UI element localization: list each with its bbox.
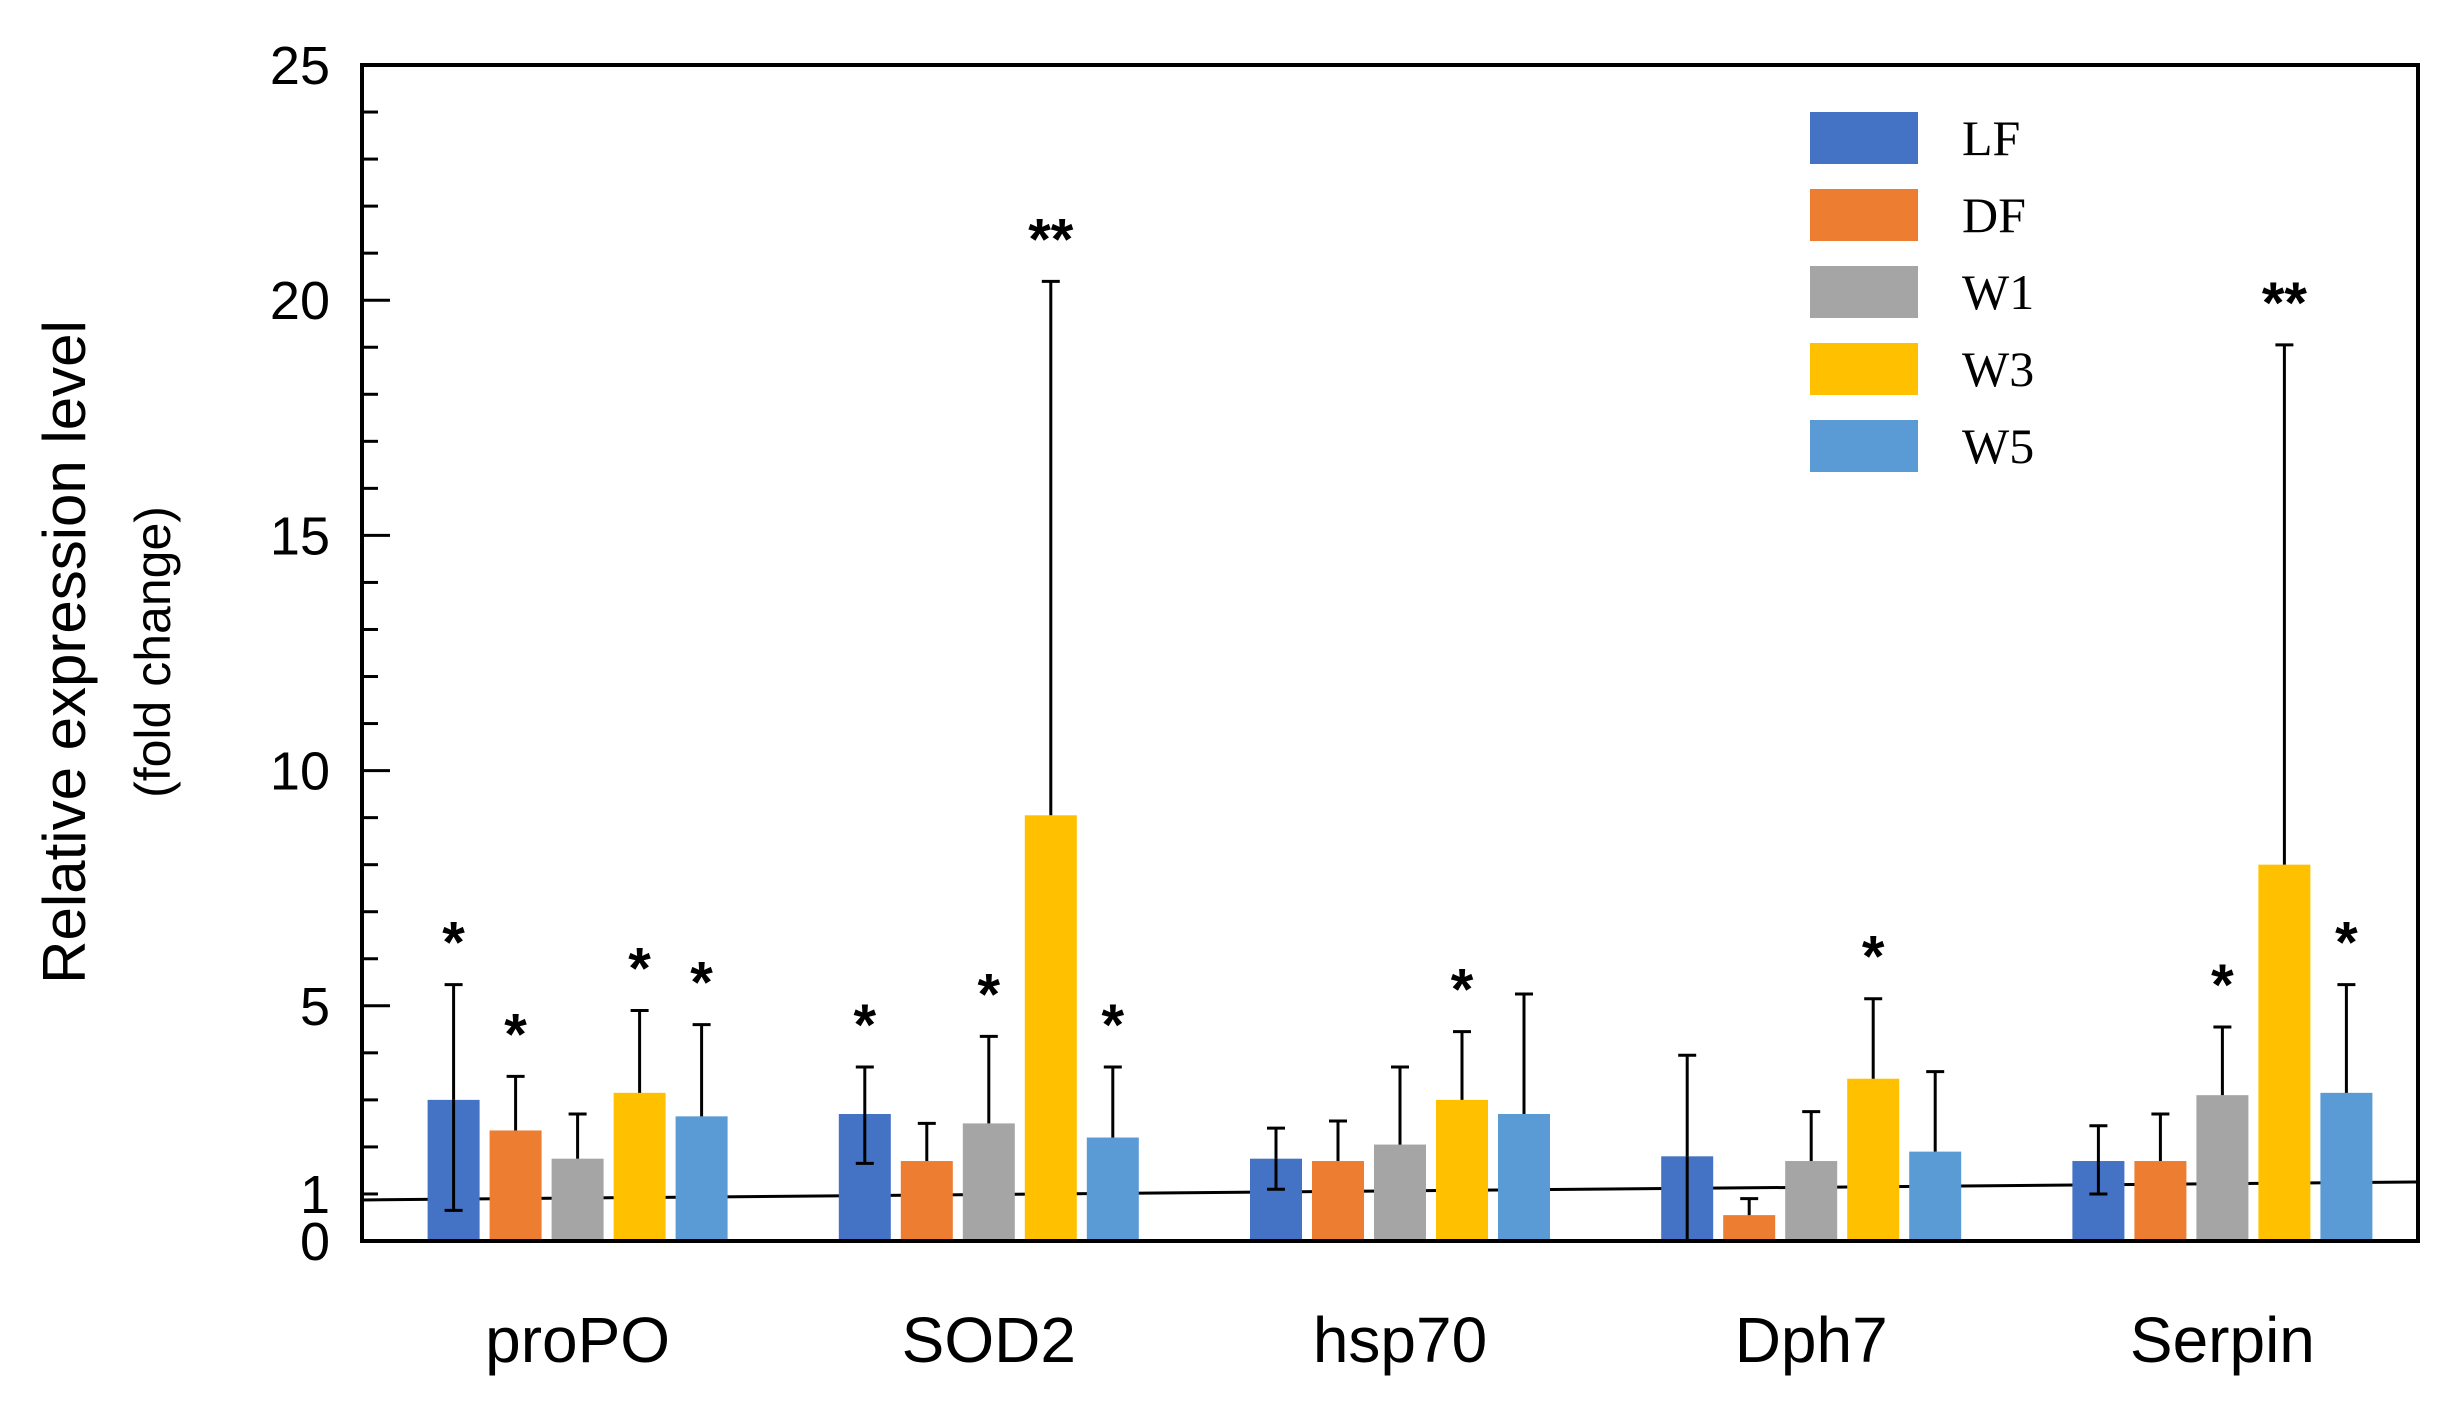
legend-label: LF — [1962, 110, 2020, 166]
legend-item-W3: W3 — [1810, 341, 2034, 397]
significance-mark: * — [854, 993, 877, 1058]
legend-swatch — [1810, 420, 1918, 472]
x-category-label: SOD2 — [902, 1304, 1076, 1376]
legend-label: W1 — [1962, 264, 2034, 320]
legend-item-DF: DF — [1810, 187, 2026, 243]
error-bar — [1391, 1065, 1409, 1145]
y-tick-label: 0 — [300, 1212, 330, 1272]
bar-DF-Serpin — [2134, 1161, 2187, 1241]
significance-mark: * — [2335, 911, 2358, 976]
x-category-label: Dph7 — [1735, 1304, 1888, 1376]
bar-DF-SOD2 — [900, 1161, 953, 1241]
error-bar — [855, 1065, 874, 1165]
bar-DF-Dph7 — [1723, 1215, 1776, 1241]
bar-W5-proPO — [675, 1116, 728, 1241]
plot-area: *** ** ****** **** — [360, 63, 2420, 1243]
error-bar — [1515, 992, 1533, 1114]
error-bar — [979, 1034, 998, 1124]
significance-mark: * — [442, 911, 465, 976]
significance-mark: * — [2211, 953, 2234, 1018]
bars-layer — [427, 279, 2373, 1241]
bar-W3-SOD2 — [1024, 815, 1077, 1241]
error-bar — [1453, 1030, 1471, 1100]
bar-W1-Serpin — [2196, 1095, 2249, 1241]
error-bar — [506, 1074, 525, 1131]
y-axis-title: Relative expression level (fold change) — [31, 320, 181, 984]
significance-layer: *** ** ****** **** — [442, 207, 2358, 1067]
error-bar — [1802, 1110, 1821, 1162]
legend-label: W5 — [1962, 418, 2034, 474]
error-bar — [917, 1121, 936, 1162]
error-bar — [630, 1009, 649, 1093]
significance-mark: ** — [1028, 207, 1074, 272]
bar-W5-Dph7 — [1909, 1151, 1962, 1241]
x-category-label: Serpin — [2130, 1304, 2315, 1376]
legend-label: W3 — [1962, 341, 2034, 397]
plot-frame — [360, 63, 2420, 1243]
bar-W3-hsp70 — [1436, 1099, 1488, 1241]
bar-DF-hsp70 — [1312, 1161, 1364, 1241]
legend-item-W1: W1 — [1810, 264, 2034, 320]
significance-mark: * — [1862, 925, 1885, 990]
x-axis-labels: proPO SOD2 hsp70 Dph7 Serpin — [485, 1304, 2315, 1376]
y-tick-label: 20 — [270, 271, 330, 331]
error-bar — [1267, 1126, 1285, 1191]
error-bar — [1041, 279, 1060, 816]
significance-mark: * — [690, 951, 713, 1016]
bar-W3-Serpin — [2258, 864, 2311, 1241]
error-bar — [1740, 1197, 1759, 1216]
error-bar — [1926, 1070, 1945, 1152]
legend-swatch — [1810, 112, 1918, 164]
error-bar — [1329, 1119, 1347, 1162]
y-axis-title-main: Relative expression level — [31, 320, 98, 984]
significance-mark: * — [1102, 993, 1125, 1058]
bar-DF-proPO — [489, 1130, 542, 1241]
bar-W1-SOD2 — [962, 1123, 1015, 1241]
error-bar — [1864, 997, 1883, 1079]
legend-label: DF — [1962, 187, 2026, 243]
bar-W5-SOD2 — [1086, 1137, 1139, 1241]
legend-item-LF: LF — [1810, 110, 2020, 166]
bar-W1-Dph7 — [1785, 1161, 1838, 1241]
significance-mark: ** — [2262, 271, 2308, 336]
x-category-label: proPO — [485, 1304, 670, 1376]
error-bar — [568, 1112, 587, 1159]
y-tick-label: 1 — [300, 1165, 330, 1225]
bar-W3-proPO — [613, 1092, 666, 1241]
legend-swatch — [1810, 266, 1918, 318]
significance-mark: * — [504, 1002, 527, 1067]
y-tick-label: 25 — [270, 36, 330, 96]
bar-W5-hsp70 — [1498, 1113, 1550, 1241]
error-bar — [1678, 1053, 1697, 1241]
bar-W3-Dph7 — [1847, 1078, 1900, 1241]
significance-mark: * — [628, 937, 651, 1002]
y-tick-label: 5 — [300, 977, 330, 1037]
error-bar — [444, 983, 463, 1212]
significance-mark: * — [978, 962, 1001, 1027]
legend-item-W5: W5 — [1810, 418, 2034, 474]
y-tick-label: 10 — [270, 742, 330, 802]
bar-W1-proPO — [551, 1158, 604, 1241]
legend-swatch — [1810, 343, 1918, 395]
error-bar — [1103, 1065, 1122, 1138]
bar-W1-hsp70 — [1374, 1144, 1426, 1241]
legend-swatch — [1810, 189, 1918, 241]
x-category-label: hsp70 — [1313, 1304, 1487, 1376]
error-bar — [2275, 343, 2294, 865]
error-bar — [2151, 1112, 2170, 1162]
error-bar — [2337, 983, 2356, 1093]
legend: LF DF W1 W3 W5 — [1810, 110, 2034, 474]
y-axis-ticks — [362, 63, 390, 1243]
bar-W5-Serpin — [2320, 1092, 2373, 1241]
y-axis-title-sub: (fold change) — [125, 506, 181, 798]
error-bar — [692, 1023, 711, 1117]
significance-mark: * — [1451, 958, 1474, 1023]
y-tick-label: 15 — [270, 506, 330, 566]
error-bar — [2089, 1124, 2108, 1196]
error-bar — [2213, 1025, 2232, 1096]
